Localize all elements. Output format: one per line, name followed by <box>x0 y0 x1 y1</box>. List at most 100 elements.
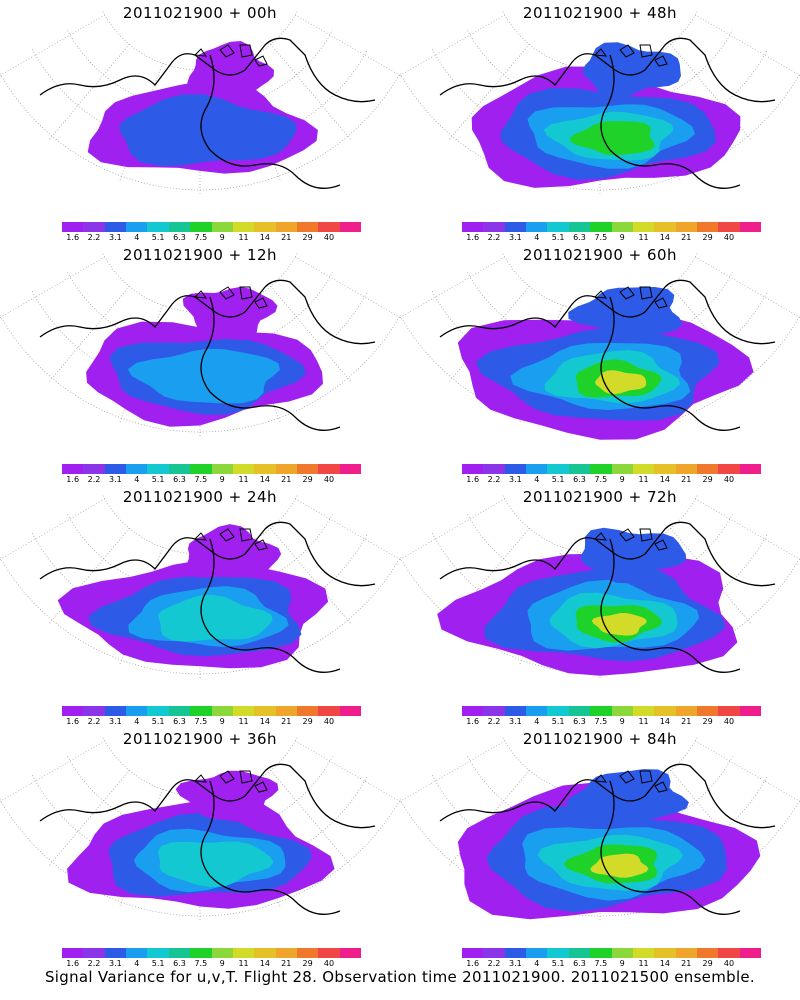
colorbar-segment <box>611 222 633 232</box>
coastline <box>200 780 341 915</box>
colorbar-segment <box>739 464 762 474</box>
colorbar-label: 11 <box>638 717 649 726</box>
colorbar-segment <box>126 706 148 716</box>
colorbar-label: 5.1 <box>551 717 565 726</box>
panel-title: 2011021900 + 12h <box>122 246 278 264</box>
colorbar-labels: 1.6 2.2 3.1 4 5.1 6.3 7.5 9 11 14 21 29 40 <box>52 475 372 485</box>
colorbar-label: 14 <box>259 475 270 484</box>
colorbar-segment <box>611 464 633 474</box>
colorbar-segment <box>462 464 484 474</box>
colorbar-segment <box>547 222 569 232</box>
colorbar-label: 11 <box>238 717 249 726</box>
colorbar-segment <box>318 464 340 474</box>
colorbar-label: 40 <box>723 233 735 242</box>
colorbar-segment <box>462 222 484 232</box>
colorbar-segment <box>654 948 676 958</box>
colorbar-label: 3.1 <box>509 475 522 484</box>
colorbar-segment <box>611 706 633 716</box>
latitude-line <box>431 775 769 877</box>
colorbar-segment <box>339 948 362 958</box>
colorbar-segment <box>718 222 740 232</box>
polar-map <box>400 253 800 440</box>
colorbar-segment <box>62 464 84 474</box>
colorbar-label: 6.3 <box>573 717 586 726</box>
colorbar-segment <box>632 464 655 474</box>
colorbar-label: 29 <box>302 959 313 968</box>
colorbar-label: 3.1 <box>509 233 522 242</box>
colorbar-segment <box>104 948 127 958</box>
colorbar-segment <box>296 948 319 958</box>
colorbar-segment <box>147 706 169 716</box>
colorbar-label: 6.3 <box>173 959 186 968</box>
colorbar-label: 6.3 <box>573 475 586 484</box>
colorbar-segment <box>211 222 233 232</box>
coastline <box>200 538 341 673</box>
colorbar-segment <box>526 464 548 474</box>
colorbar-label: 29 <box>702 959 713 968</box>
colorbar-segment <box>696 222 719 232</box>
colorbar-label: 1.6 <box>66 475 80 484</box>
panel-title: 2011021900 + 72h <box>522 488 678 506</box>
colorbar-label: 4 <box>134 475 140 484</box>
polar-map <box>0 495 400 679</box>
colorbar-segment <box>675 464 697 474</box>
latitude-line <box>431 49 769 151</box>
colorbar-segment <box>654 706 676 716</box>
colorbar-segment <box>190 222 212 232</box>
meridian-line <box>400 498 505 560</box>
colorbar-segment <box>147 948 169 958</box>
colorbar-label: 1.6 <box>66 233 80 242</box>
colorbar-segment <box>190 706 212 716</box>
colorbar-label: 5.1 <box>151 475 165 484</box>
latitude-line <box>31 533 369 635</box>
coastline <box>439 37 776 103</box>
forecast-panel: 2011021900 + 00h 1.6 2.2 3.1 4 5.1 6.3 7.5 9 11 14… <box>0 0 400 242</box>
colorbar-label: 2.2 <box>87 233 101 242</box>
colorbar-segment <box>168 948 191 958</box>
colorbar-segment <box>339 222 362 232</box>
colorbar-segment <box>504 706 527 716</box>
meridian-line <box>400 740 505 802</box>
forecast-panel: 2011021900 + 24h 1.6 2.2 3.1 4 5.1 6.3 7.5 9 11 14… <box>0 484 400 726</box>
colorbar-label: 9 <box>619 959 625 968</box>
colorbar-label: 7.5 <box>594 717 608 726</box>
colorbar-segment <box>126 222 148 232</box>
coastline <box>193 770 268 793</box>
forecast-panel: 2011021900 + 72h 1.6 2.2 3.1 4 5.1 6.3 7.5 9 11 14… <box>400 484 800 726</box>
colorbar-label: 40 <box>723 717 735 726</box>
colorbar-segment <box>568 706 591 716</box>
meridian-line <box>400 14 505 76</box>
panel-title: 2011021900 + 24h <box>122 488 278 506</box>
colorbar <box>462 948 762 958</box>
colorbar-label: 9 <box>619 475 625 484</box>
colorbar-segment <box>675 706 697 716</box>
colorbar-segment <box>462 948 484 958</box>
colorbar-labels: 1.6 2.2 3.1 4 5.1 6.3 7.5 9 11 14 21 29 40 <box>52 959 372 969</box>
colorbar-segment <box>126 948 148 958</box>
colorbar-label: 7.5 <box>194 717 208 726</box>
panel-title: 2011021900 + 36h <box>122 730 278 748</box>
colorbar-segment <box>275 222 297 232</box>
colorbar <box>462 706 762 716</box>
colorbar-segment <box>696 948 719 958</box>
colorbar-segment <box>654 464 676 474</box>
colorbar-label: 2.2 <box>87 959 101 968</box>
colorbar-segment <box>211 706 233 716</box>
colorbar-label: 11 <box>638 233 649 242</box>
coastline <box>39 521 376 587</box>
coastline <box>593 770 668 793</box>
colorbar-segment <box>318 222 340 232</box>
colorbar-segment <box>147 464 169 474</box>
colorbar-label: 40 <box>323 717 335 726</box>
colorbar-label: 14 <box>259 959 270 968</box>
colorbar-segment <box>547 706 569 716</box>
colorbar-label: 40 <box>323 475 335 484</box>
coastline <box>200 296 341 431</box>
coastline <box>439 763 776 829</box>
colorbar-label: 14 <box>259 717 270 726</box>
colorbar-segment <box>254 464 276 474</box>
colorbar-segment <box>147 222 169 232</box>
colorbar-segment <box>232 706 255 716</box>
colorbar-label: 11 <box>238 233 249 242</box>
colorbar-segment <box>83 948 105 958</box>
